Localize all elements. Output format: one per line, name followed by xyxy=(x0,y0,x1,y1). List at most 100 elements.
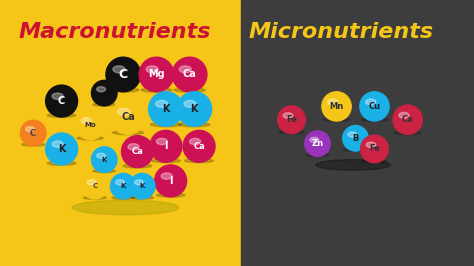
Ellipse shape xyxy=(362,160,387,163)
Text: Mg: Mg xyxy=(148,69,165,80)
Ellipse shape xyxy=(348,132,357,137)
Text: C: C xyxy=(92,183,97,189)
Ellipse shape xyxy=(322,92,351,121)
Ellipse shape xyxy=(393,105,422,134)
Ellipse shape xyxy=(183,130,215,162)
Ellipse shape xyxy=(112,130,144,135)
Ellipse shape xyxy=(323,118,350,121)
Ellipse shape xyxy=(161,173,172,179)
Ellipse shape xyxy=(22,143,45,146)
Ellipse shape xyxy=(283,113,293,118)
Text: K: K xyxy=(101,157,107,163)
Ellipse shape xyxy=(146,66,158,73)
Text: Fe: Fe xyxy=(369,144,380,153)
Ellipse shape xyxy=(91,80,117,106)
Ellipse shape xyxy=(156,193,185,197)
Ellipse shape xyxy=(399,112,409,118)
Ellipse shape xyxy=(52,141,63,147)
Ellipse shape xyxy=(108,88,139,92)
Ellipse shape xyxy=(173,57,207,92)
Ellipse shape xyxy=(81,118,91,123)
Text: K: K xyxy=(191,104,198,114)
Text: Ca: Ca xyxy=(193,142,205,151)
Text: B: B xyxy=(352,134,359,143)
Ellipse shape xyxy=(112,196,135,199)
Text: Ca: Ca xyxy=(402,115,413,124)
Ellipse shape xyxy=(185,159,213,163)
Ellipse shape xyxy=(278,106,305,134)
Ellipse shape xyxy=(328,99,338,105)
Ellipse shape xyxy=(75,110,105,140)
Ellipse shape xyxy=(116,180,125,185)
Ellipse shape xyxy=(156,138,167,145)
Ellipse shape xyxy=(152,159,180,163)
Text: K: K xyxy=(139,183,145,189)
Ellipse shape xyxy=(310,137,319,142)
Text: Zn: Zn xyxy=(311,139,324,148)
Ellipse shape xyxy=(128,144,139,150)
Ellipse shape xyxy=(123,164,152,168)
Text: Mo: Mo xyxy=(84,122,96,128)
Ellipse shape xyxy=(141,88,172,92)
Text: K: K xyxy=(120,183,126,189)
Ellipse shape xyxy=(73,200,179,215)
Text: I: I xyxy=(164,141,168,151)
Text: I: I xyxy=(169,176,173,186)
Ellipse shape xyxy=(139,57,173,92)
Bar xyxy=(241,0,474,266)
Ellipse shape xyxy=(82,173,108,199)
Ellipse shape xyxy=(121,136,154,168)
Ellipse shape xyxy=(155,101,168,107)
Ellipse shape xyxy=(190,138,201,145)
Text: C: C xyxy=(58,96,65,106)
Text: Macronutrients: Macronutrients xyxy=(19,22,211,42)
Text: Cu: Cu xyxy=(368,102,381,111)
Ellipse shape xyxy=(87,180,96,185)
Bar xyxy=(0,0,241,266)
Ellipse shape xyxy=(316,160,391,170)
Ellipse shape xyxy=(91,147,117,172)
Ellipse shape xyxy=(174,88,205,92)
Ellipse shape xyxy=(305,131,330,156)
Ellipse shape xyxy=(106,57,140,92)
Ellipse shape xyxy=(97,153,106,158)
Text: C: C xyxy=(118,68,128,81)
Ellipse shape xyxy=(111,100,145,134)
Ellipse shape xyxy=(360,92,389,121)
Ellipse shape xyxy=(365,99,376,105)
Ellipse shape xyxy=(77,136,103,140)
Ellipse shape xyxy=(46,133,78,165)
Ellipse shape xyxy=(394,131,421,135)
Ellipse shape xyxy=(179,66,191,73)
Ellipse shape xyxy=(179,122,210,127)
Ellipse shape xyxy=(83,196,106,199)
Text: Micronutrients: Micronutrients xyxy=(249,22,434,42)
Ellipse shape xyxy=(118,109,130,115)
Ellipse shape xyxy=(47,114,76,118)
Ellipse shape xyxy=(97,87,106,92)
Text: K: K xyxy=(58,144,65,154)
Ellipse shape xyxy=(110,173,136,199)
Ellipse shape xyxy=(135,180,144,185)
Ellipse shape xyxy=(150,130,182,162)
Ellipse shape xyxy=(366,142,376,148)
Ellipse shape xyxy=(343,126,368,151)
Ellipse shape xyxy=(47,161,76,165)
Ellipse shape xyxy=(93,103,116,106)
Text: Ca: Ca xyxy=(132,147,143,156)
Ellipse shape xyxy=(361,118,388,121)
Ellipse shape xyxy=(149,92,183,126)
Text: Ca: Ca xyxy=(121,112,135,122)
Ellipse shape xyxy=(155,165,187,197)
Ellipse shape xyxy=(279,130,304,134)
Ellipse shape xyxy=(129,173,155,199)
Ellipse shape xyxy=(344,148,367,151)
Ellipse shape xyxy=(20,120,46,146)
Ellipse shape xyxy=(113,66,125,73)
Ellipse shape xyxy=(150,122,182,127)
Text: Mn: Mn xyxy=(329,102,344,111)
Text: Ca: Ca xyxy=(182,69,197,80)
Ellipse shape xyxy=(93,169,116,173)
Ellipse shape xyxy=(177,92,211,126)
Ellipse shape xyxy=(306,153,329,157)
